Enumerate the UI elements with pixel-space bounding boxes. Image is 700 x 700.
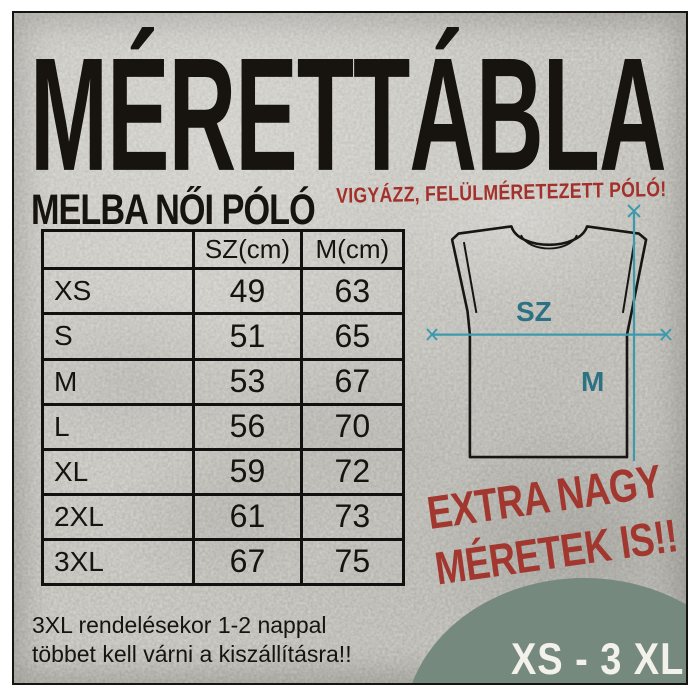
svg-text:M: M — [581, 366, 604, 397]
svg-text:SZ: SZ — [516, 296, 552, 327]
